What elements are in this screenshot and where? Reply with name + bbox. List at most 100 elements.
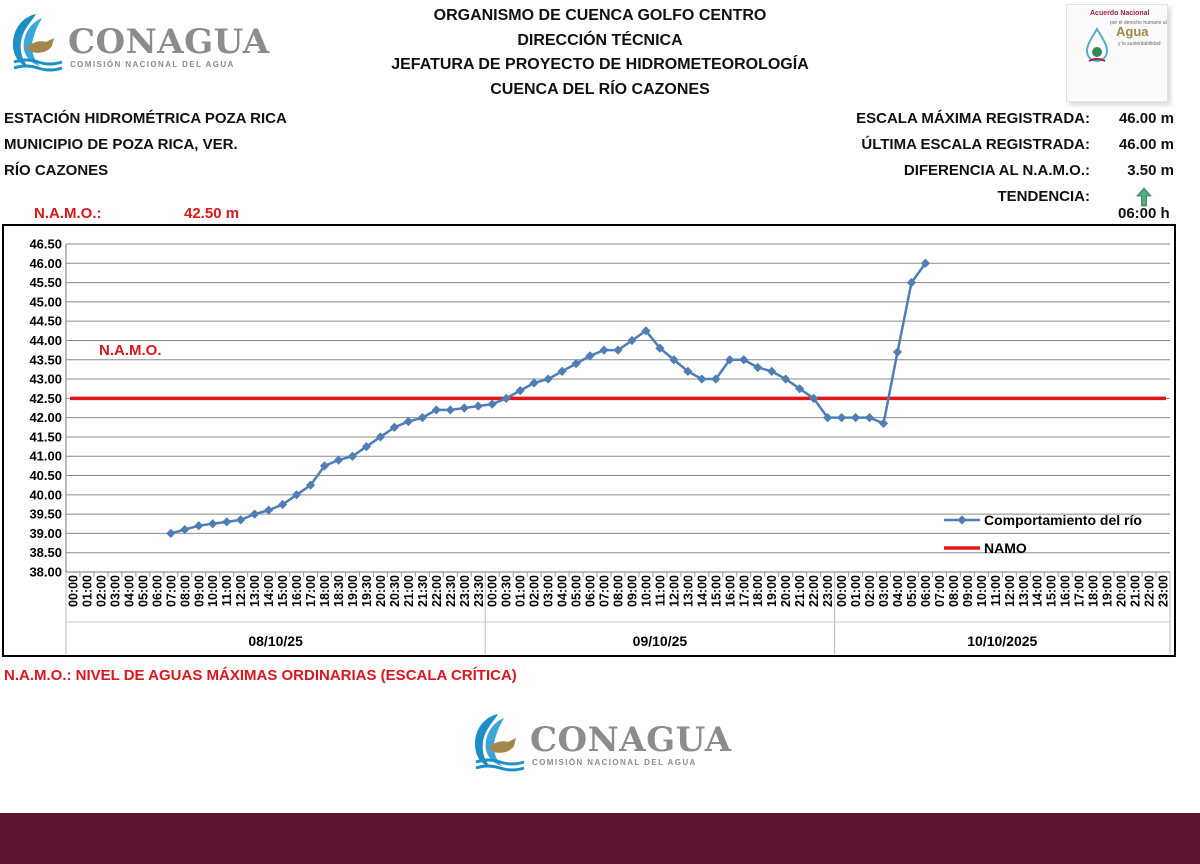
station-name: ESTACIÓN HIDROMÉTRICA POZA RICA: [4, 110, 287, 127]
badge-subtitle-2: y la sustentabilidad: [1118, 41, 1161, 47]
x-tick-label: 23:30: [472, 575, 486, 607]
stat-max-label: ESCALA MÁXIMA REGISTRADA:: [856, 110, 1090, 127]
y-tick-label: 44.00: [29, 333, 62, 348]
x-tick-label: 14:00: [695, 575, 709, 607]
data-point: [557, 366, 567, 376]
data-point: [459, 403, 469, 413]
y-tick-label: 39.00: [29, 526, 62, 541]
x-tick-label: 22:00: [1143, 575, 1157, 607]
x-tick-label: 05:00: [570, 575, 584, 607]
data-point: [739, 355, 749, 365]
x-tick-label: 04:00: [556, 575, 570, 607]
namo-label: N.A.M.O.:: [34, 205, 102, 222]
x-tick-label: 12:00: [234, 575, 248, 607]
station-municipality: MUNICIPIO DE POZA RICA, VER.: [4, 136, 238, 153]
water-drop-icon: [1085, 27, 1109, 62]
x-tick-label: 23:00: [821, 575, 835, 607]
chart-svg: 38.00 38.50 39.00 39.50 40.00 40.50 41.00 41.50…: [29, 237, 1171, 654]
data-point: [291, 490, 302, 500]
x-tick-label: 18:00: [1087, 575, 1101, 607]
data-point: [864, 413, 875, 423]
day-label: 10/10/2025: [967, 633, 1037, 649]
x-tick-label: 17:00: [737, 575, 751, 607]
data-point: [431, 405, 441, 415]
legend-namo-label: NAMO: [984, 540, 1027, 556]
x-tick-label: 15:00: [1045, 575, 1059, 607]
x-tick-label: 21:00: [793, 575, 807, 607]
data-point: [417, 413, 427, 423]
x-tick-label: 03:00: [877, 575, 891, 607]
y-tick-label: 41.00: [29, 449, 62, 464]
data-point: [725, 355, 735, 365]
y-tick-label: 40.50: [29, 468, 62, 483]
conagua-subtitle: COMISIÓN NACIONAL DEL AGUA: [532, 758, 697, 767]
data-point: [194, 521, 204, 531]
x-tick-label: 16:00: [723, 575, 737, 607]
data-point: [767, 366, 777, 376]
x-tick-label: 23:00: [458, 575, 472, 607]
station-river: RÍO CAZONES: [4, 162, 109, 179]
x-tick-label: 22:00: [430, 575, 444, 607]
x-tick-label: 08:00: [947, 575, 961, 607]
x-tick-label: 21:30: [416, 575, 430, 607]
x-tick-label: 05:00: [905, 575, 919, 607]
data-point: [319, 461, 330, 471]
badge-word: Agua: [1116, 24, 1149, 39]
y-tick-label: 42.00: [29, 410, 62, 425]
x-tick-label: 03:00: [108, 575, 122, 607]
acuerdo-nacional-badge: [1066, 4, 1168, 102]
x-tick-label: 20:00: [1115, 575, 1129, 607]
x-tick-label: 21:00: [402, 575, 416, 607]
data-point: [403, 416, 413, 427]
y-tick-label: 43.00: [29, 372, 62, 387]
data-point: [208, 519, 218, 529]
x-tick-label: 06:00: [150, 575, 164, 607]
footer-bar: [0, 813, 1200, 864]
data-point: [753, 362, 763, 373]
data-point: [781, 374, 791, 384]
stat-diff: DIFERENCIA AL N.A.M.O.: 3.50 m: [856, 158, 1174, 184]
y-tick-label: 39.50: [29, 507, 62, 522]
x-tick-label: 15:00: [709, 575, 723, 607]
x-tick-label: 19:00: [1101, 575, 1115, 607]
x-tick-label: 10:00: [639, 575, 653, 607]
x-tick-label: 09:00: [625, 575, 639, 607]
data-point: [515, 386, 525, 396]
data-point: [585, 351, 595, 361]
y-tick-label: 46.00: [29, 256, 62, 271]
data-point: [487, 399, 497, 409]
x-tick-label: 01:00: [80, 575, 94, 607]
namo-chart-label: N.A.M.O.: [99, 342, 162, 359]
y-tick-label: 45.50: [29, 275, 62, 290]
x-tick-label: 06:00: [584, 575, 598, 607]
y-tick-label: 38.50: [29, 545, 62, 560]
x-tick-label: 15:00: [276, 575, 290, 607]
data-point: [529, 378, 539, 388]
header-line-2: DIRECCIÓN TÉCNICA: [517, 31, 683, 49]
badge-subtitle: por el derecho humano al: [1110, 20, 1167, 26]
header-line-1: ORGANISMO DE CUENCA GOLFO CENTRO: [433, 7, 767, 24]
data-point: [795, 384, 805, 394]
stat-diff-value: 3.50 m: [1127, 162, 1174, 179]
x-tick-label: 08:00: [612, 575, 626, 607]
legend-series-label: Comportamiento del río: [984, 512, 1142, 528]
y-tick-label: 38.00: [29, 565, 62, 580]
x-tick-label: 20:00: [779, 575, 793, 607]
stat-trend: TENDENCIA:: [856, 184, 1174, 210]
data-point: [599, 345, 609, 355]
x-tick-label: 19:30: [360, 575, 374, 607]
header-line-3: JEFATURA DE PROYECTO DE HIDROMETEOROLOGÍ…: [391, 56, 809, 73]
x-tick-label: 13:00: [1017, 575, 1031, 607]
x-tick-label: 01:00: [514, 575, 528, 607]
report-time: 06:00 h: [1118, 205, 1170, 222]
x-tick-label: 16:00: [1059, 575, 1073, 607]
data-point: [501, 393, 511, 403]
y-tick-label: 41.50: [29, 429, 62, 444]
conagua-wordmark: CONAGUA: [68, 22, 270, 62]
data-point: [222, 517, 232, 527]
stat-last-value: 46.00 m: [1118, 136, 1174, 153]
x-tick-label: 07:00: [164, 575, 178, 607]
x-tick-label: 17:00: [304, 575, 318, 607]
x-tick-label: 08:00: [178, 575, 192, 607]
x-tick-label: 07:00: [598, 575, 612, 607]
